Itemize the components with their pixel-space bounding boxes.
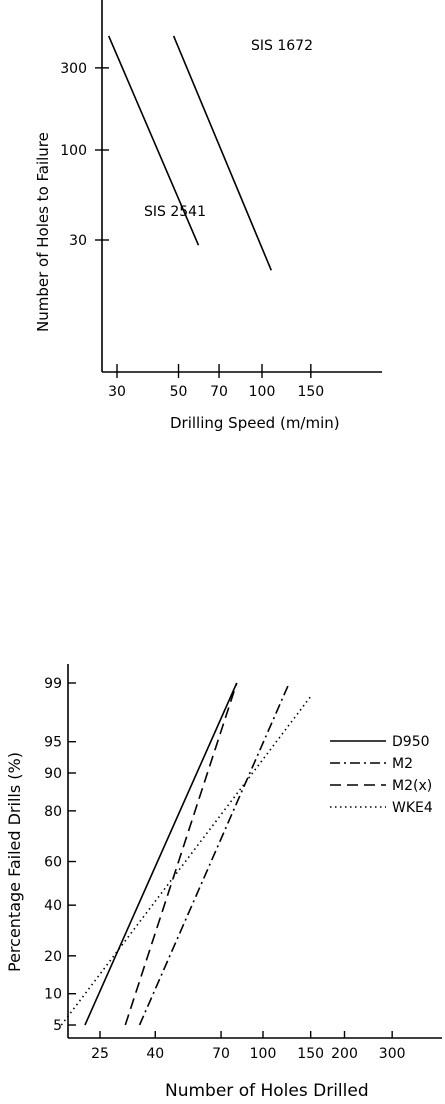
x-axis-title: Number of Holes Drilled <box>165 1081 369 1101</box>
legend: D950 M2 M2(x) WKE4 <box>330 734 433 816</box>
y-axis-title: Percentage Failed Drills (%) <box>5 752 24 972</box>
y-tick-label-100: 100 <box>60 143 87 159</box>
x-tick-label-100: 100 <box>250 1046 277 1062</box>
y-tick-label-5: 5 <box>53 1018 62 1034</box>
series-label-sis-2541: SIS 2541 <box>144 204 206 220</box>
y-tick-label-40: 40 <box>44 898 62 914</box>
y-tick-label-20: 20 <box>44 949 62 965</box>
y-tick-label-90: 90 <box>44 766 62 782</box>
series-line-wke4 <box>60 695 312 1026</box>
y-tick-label-99: 99 <box>44 676 62 692</box>
x-tick-label-70: 70 <box>210 384 228 400</box>
series-line-m2-x <box>124 682 238 1026</box>
y-tick-label-80: 80 <box>44 804 62 820</box>
y-tick-label-300: 300 <box>60 61 87 77</box>
y-tick-label-95: 95 <box>44 735 62 751</box>
x-tick-label-25: 25 <box>91 1046 109 1062</box>
x-tick-label-70: 70 <box>212 1046 230 1062</box>
y-tick-label-30: 30 <box>69 233 87 249</box>
x-axis-title: Drilling Speed (m/min) <box>170 414 340 432</box>
x-tick-label-30: 30 <box>108 384 126 400</box>
x-tick-label-150: 150 <box>297 384 324 400</box>
series-line-sis-1672 <box>172 35 273 271</box>
x-tick-label-40: 40 <box>146 1046 164 1062</box>
y-tick-label-10: 10 <box>44 987 62 1003</box>
series-label-sis-1672: SIS 1672 <box>251 38 313 54</box>
x-tick-label-50: 50 <box>170 384 188 400</box>
x-tick-label-150: 150 <box>297 1046 324 1062</box>
series-line-sis-2541 <box>107 35 200 246</box>
legend-label-m2-x: M2(x) <box>392 778 432 794</box>
x-tick-label-100: 100 <box>249 384 276 400</box>
legend-label-d950: D950 <box>392 734 430 750</box>
x-tick-label-200: 200 <box>331 1046 358 1062</box>
y-axis-title: Number of Holes to Failure <box>34 132 52 332</box>
legend-label-wke4: WKE4 <box>392 800 433 816</box>
legend-label-m2: M2 <box>392 756 413 772</box>
holes-vs-speed-chart: 30 100 300 30 50 70 100 150 SIS 2541 SIS 1672 N… <box>34 0 382 432</box>
y-tick-label-60: 60 <box>44 855 62 871</box>
series-line-m2 <box>138 682 290 1026</box>
series-line-d950 <box>84 682 238 1026</box>
failed-drills-chart: 5 10 20 40 60 80 90 95 99 25 40 70 100 150 200 300 D95… <box>5 664 442 1101</box>
x-tick-label-300: 300 <box>379 1046 406 1062</box>
